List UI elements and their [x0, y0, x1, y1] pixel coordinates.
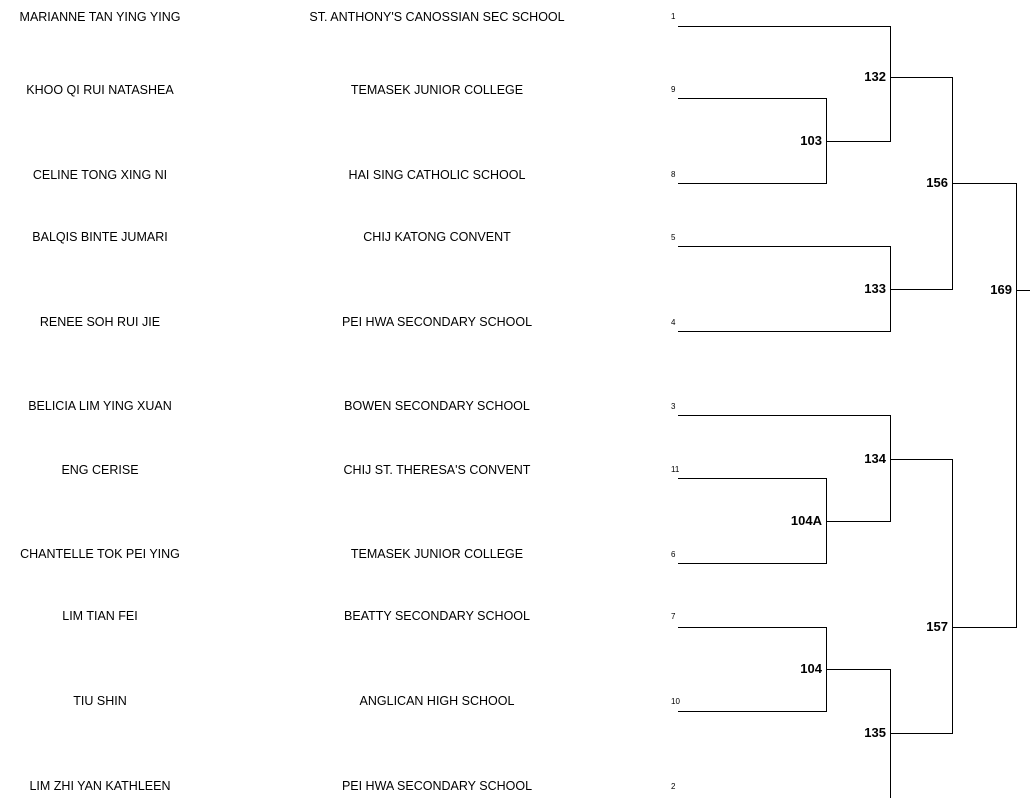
match-number: 135 — [864, 725, 886, 740]
entry-line — [678, 246, 890, 247]
entry-line — [678, 98, 826, 99]
school-name: BOWEN SECONDARY SCHOOL — [344, 399, 530, 413]
match-connector — [890, 289, 952, 290]
school-name: CHIJ ST. THERESA'S CONVENT — [343, 463, 531, 477]
player-name: KHOO QI RUI NATASHEA — [26, 83, 174, 97]
match-connector — [890, 459, 952, 460]
player-name: CELINE TONG XING NI — [32, 168, 168, 182]
match-number: 104A — [790, 513, 822, 528]
match-connector — [952, 627, 1016, 628]
school-name: PEI HWA SECONDARY SCHOOL — [341, 779, 533, 793]
seed-number: 4 — [671, 318, 676, 327]
school-name: ANGLICAN HIGH SCHOOL — [359, 694, 515, 708]
match-number: 133 — [864, 281, 886, 296]
player-name: BALQIS BINTE JUMARI — [32, 230, 168, 244]
seed-number: 2 — [671, 782, 676, 791]
match-connector — [890, 415, 891, 522]
match-number: 132 — [864, 69, 886, 84]
school-name: PEI HWA SECONDARY SCHOOL — [341, 315, 533, 329]
player-name: CHANTELLE TOK PEI YING — [20, 547, 180, 561]
school-name: TEMASEK JUNIOR COLLEGE — [350, 547, 524, 561]
school-name: BEATTY SECONDARY SCHOOL — [344, 609, 530, 623]
match-connector — [826, 521, 890, 522]
school-name: ST. ANTHONY'S CANOSSIAN SEC SCHOOL — [309, 10, 565, 24]
player-name: MARIANNE TAN YING YING — [19, 10, 181, 24]
entry-line — [678, 26, 890, 27]
match-number: 156 — [926, 175, 948, 190]
match-connector — [1016, 183, 1017, 628]
seed-number: 8 — [671, 170, 676, 179]
entry-line — [678, 563, 826, 564]
seed-number: 11 — [671, 465, 680, 474]
match-number: 104 — [800, 661, 822, 676]
seed-number: 5 — [671, 233, 676, 242]
match-connector — [826, 141, 890, 142]
match-number: 134 — [864, 451, 886, 466]
match-number: 157 — [926, 619, 948, 634]
match-connector — [1016, 290, 1030, 291]
seed-number: 3 — [671, 402, 676, 411]
entry-line — [678, 415, 890, 416]
match-connector — [890, 77, 952, 78]
seed-number: 10 — [671, 697, 680, 706]
match-connector — [890, 733, 952, 734]
seed-number: 7 — [671, 612, 676, 621]
entry-line — [678, 711, 826, 712]
school-name: CHIJ KATONG CONVENT — [363, 230, 511, 244]
match-number: 169 — [990, 282, 1012, 297]
player-name: ENG CERISE — [61, 463, 139, 477]
entry-line — [678, 627, 826, 628]
match-connector — [890, 26, 891, 142]
school-name: HAI SING CATHOLIC SCHOOL — [348, 168, 526, 182]
match-number: 103 — [800, 133, 822, 148]
player-name: RENEE SOH RUI JIE — [39, 315, 161, 329]
player-name: TIU SHIN — [73, 694, 127, 708]
seed-number: 6 — [671, 550, 676, 559]
match-connector — [952, 183, 1016, 184]
seed-number: 1 — [671, 12, 676, 21]
match-connector — [952, 459, 953, 734]
match-connector — [826, 669, 890, 670]
player-name: BELICIA LIM YING XUAN — [28, 399, 172, 413]
entry-line — [678, 183, 826, 184]
player-name: LIM ZHI YAN KATHLEEN — [29, 779, 171, 793]
school-name: TEMASEK JUNIOR COLLEGE — [350, 83, 524, 97]
entry-line — [678, 478, 826, 479]
entry-line — [678, 331, 890, 332]
seed-number: 9 — [671, 85, 676, 94]
player-name: LIM TIAN FEI — [62, 609, 138, 623]
